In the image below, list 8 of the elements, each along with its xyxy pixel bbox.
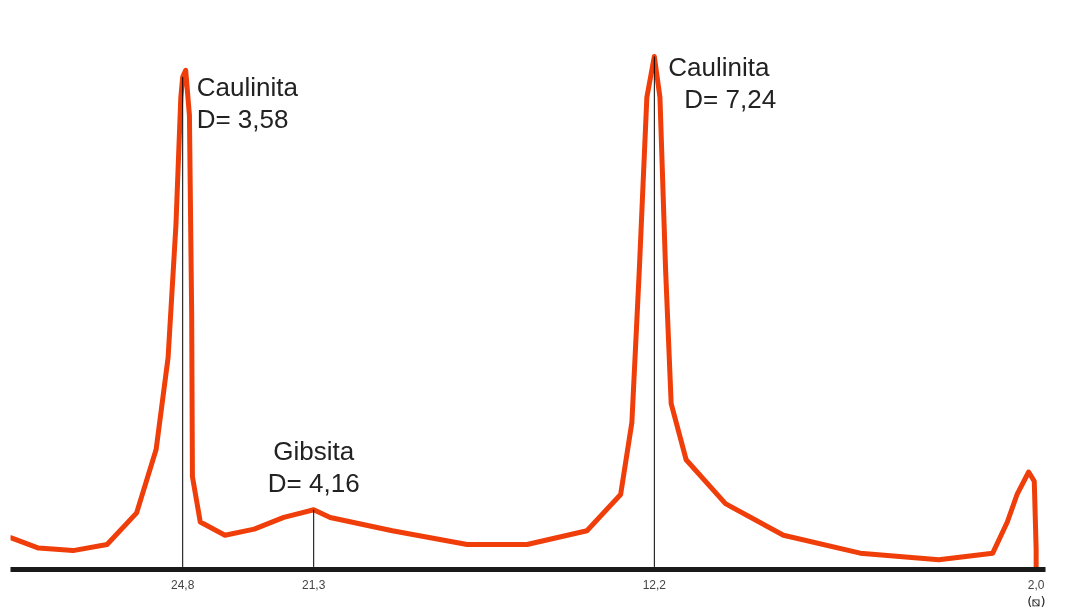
- x-axis-title: (⧅): [1027, 593, 1046, 608]
- x-tick-label: 24,8: [171, 577, 195, 592]
- x-tick-label: 2,0: [1027, 577, 1045, 592]
- annotation: Caulinita D= 7,24: [668, 51, 777, 114]
- annotation: Gibsita D= 4,16: [267, 435, 360, 498]
- annotation: Caulinita D= 3,58: [196, 71, 299, 134]
- x-tick-label: 21,3: [302, 577, 326, 592]
- x-tick-label: 12,2: [642, 577, 667, 592]
